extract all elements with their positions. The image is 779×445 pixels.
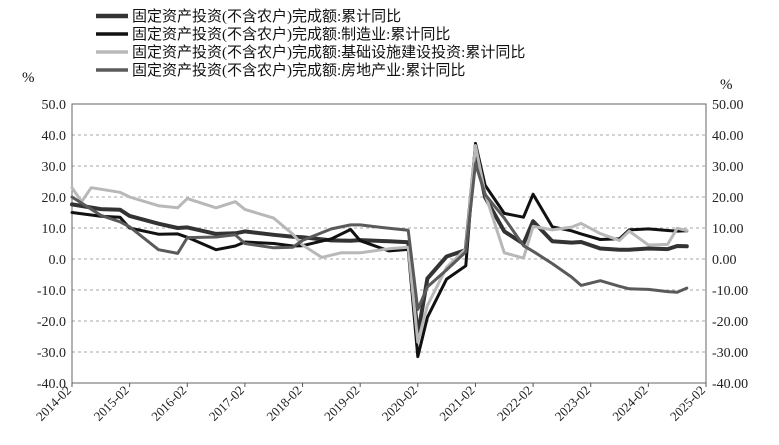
y-tick-label-left: 30.0 <box>42 160 67 175</box>
legend-label-3: 固定资产投资(不含农户)完成额:基础设施建设投资:累计同比 <box>132 44 525 61</box>
y-tick-label-right: 20.00 <box>712 191 744 206</box>
y-tick-label-left: 50.0 <box>42 98 67 113</box>
y-tick-label-right: -20.00 <box>712 315 748 330</box>
legend: 固定资产投资(不含农户)完成额:累计同比固定资产投资(不含农户)完成额:制造业:… <box>96 8 525 79</box>
y-tick-label-left: 20.0 <box>42 191 67 206</box>
x-tick-label: 2017-02 <box>206 383 247 424</box>
plot-area <box>71 103 707 384</box>
x-tick-label: 2022-02 <box>494 383 535 424</box>
y-tick-label-left: 10.0 <box>42 222 67 237</box>
x-tick-label: 2025-02 <box>667 383 708 424</box>
y-axis-right-unit: % <box>720 77 733 93</box>
y-tick-label-left: -40.0 <box>37 377 66 392</box>
x-tick-label: 2024-02 <box>609 383 650 424</box>
y-tick-label-left: 40.0 <box>42 129 67 144</box>
series-line-4 <box>70 162 689 311</box>
y-tick-label-right: 10.00 <box>712 222 744 237</box>
y-axis-left-unit: % <box>22 70 35 86</box>
y-tick-label-left: -10.0 <box>37 284 66 299</box>
x-tick-label: 2023-02 <box>552 383 593 424</box>
x-tick-label: 2018-02 <box>263 383 304 424</box>
y-tick-label-right: -30.00 <box>712 346 748 361</box>
series-group <box>70 141 689 359</box>
y-tick-label-left: -20.0 <box>37 315 66 330</box>
series-line-1 <box>70 148 689 337</box>
x-tick-label: 2016-02 <box>148 383 189 424</box>
y-tick-label-right: 0.00 <box>712 253 737 268</box>
y-tick-label-left: 0.0 <box>49 253 67 268</box>
x-axis: 2014-02 2015-02 2016-02 2017-02 2018-02 2019-… <box>33 383 708 424</box>
y-tick-label-right: 50.00 <box>712 98 744 113</box>
x-tick-label: 2019-02 <box>321 383 362 424</box>
legend-label-4: 固定资产投资(不含农户)完成额:房地产业:累计同比 <box>132 62 465 79</box>
series-line-3 <box>70 144 689 344</box>
y-tick-label-right: -40.00 <box>712 377 748 392</box>
legend-label-2: 固定资产投资(不含农户)完成额:制造业:累计同比 <box>132 26 450 43</box>
grid <box>72 134 706 353</box>
x-tick-label: 2021-02 <box>436 383 477 424</box>
y-axis-right: -40.00 -30.00 -20.00 -10.00 0.00 10.00 20.00 30… <box>712 98 748 392</box>
y-tick-label-right: 30.00 <box>712 160 744 175</box>
y-tick-label-right: 40.00 <box>712 129 744 144</box>
y-tick-label-right: -10.00 <box>712 284 748 299</box>
legend-label-1: 固定资产投资(不含农户)完成额:累计同比 <box>132 8 401 25</box>
y-axis-left: -40.0 -30.0 -20.0 -10.0 0.0 10.0 20.0 30.0 40.0 5… <box>37 98 66 392</box>
x-tick-label: 2020-02 <box>379 383 420 424</box>
x-tick-label: 2015-02 <box>91 383 132 424</box>
y-tick-label-left: -30.0 <box>37 346 66 361</box>
